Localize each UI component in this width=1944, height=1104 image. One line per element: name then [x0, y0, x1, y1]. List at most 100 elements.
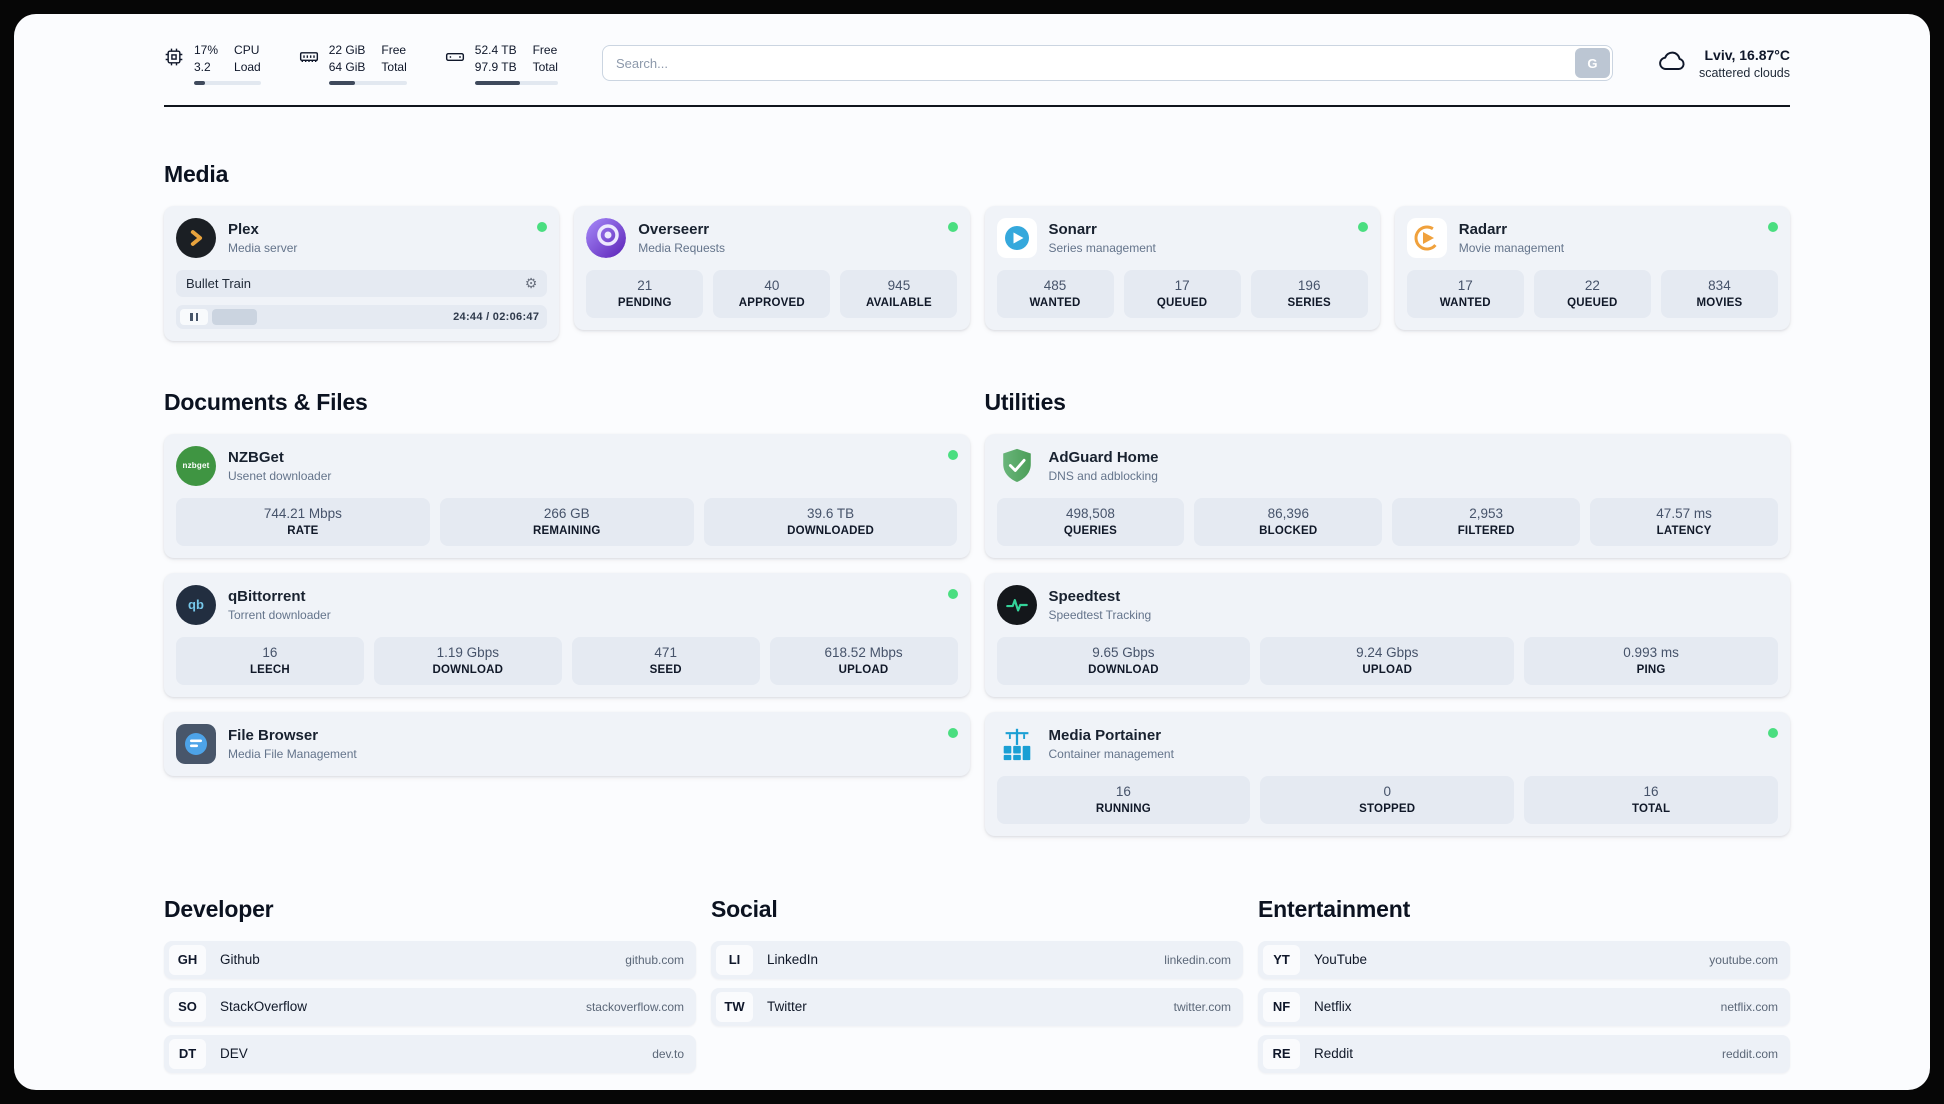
- gear-icon[interactable]: ⚙: [524, 275, 538, 292]
- free-label: Free: [532, 43, 558, 57]
- social-section-title: Social: [711, 895, 778, 922]
- stat-movies: 834 MOVIES: [1660, 269, 1778, 318]
- app-name: Overseerr: [638, 220, 710, 238]
- stat-label: QUEUED: [1156, 296, 1208, 309]
- bookmark-twitter[interactable]: TW Twitter twitter.com: [711, 987, 1243, 1026]
- bookmark-netflix[interactable]: NF Netflix netflix.com: [1258, 987, 1790, 1026]
- app-card-filebrowser[interactable]: File Browser Media File Management: [164, 711, 970, 776]
- bookmark-dev[interactable]: DT DEV dev.to: [164, 1034, 696, 1073]
- stat-label: AVAILABLE: [865, 296, 932, 309]
- bookmark-abbr: DT: [169, 1038, 206, 1069]
- bookmark-name: Reddit: [1314, 1046, 1354, 1062]
- app-card-sonarr[interactable]: Sonarr Series management 485 WANTED 17 Q…: [984, 205, 1380, 330]
- app-name: Speedtest: [1048, 587, 1121, 605]
- portainer-meta: Media Portainer Container management: [1049, 727, 1174, 761]
- nzbget-meta: NZBGet Usenet downloader: [228, 449, 331, 483]
- stat-total: 16 TOTAL: [1524, 775, 1778, 824]
- stat-label: LEECH: [249, 663, 290, 676]
- stat-value: 40: [764, 277, 780, 293]
- stat-value: 47.57 ms: [1656, 505, 1712, 521]
- disk-total-value: 97.9 TB: [474, 59, 517, 74]
- ram-metric-body: 22 GiB 64 GiB Free Total: [328, 42, 407, 85]
- nzbget-stats: 744.21 Mbps RATE 266 GB REMAINING 39.6 T…: [176, 497, 958, 546]
- app-card-overseerr[interactable]: Overseerr Media Requests 21 PENDING 40 A…: [574, 205, 970, 330]
- now-playing-title: Bullet Train: [186, 275, 252, 291]
- stat-label: MOVIES: [1696, 296, 1743, 309]
- app-name: AdGuard Home: [1048, 448, 1159, 466]
- stat-label: SERIES: [1287, 296, 1331, 309]
- free-label: Free: [381, 43, 407, 57]
- bookmark-name: LinkedIn: [767, 952, 819, 968]
- stat-label: UPLOAD: [1362, 663, 1413, 676]
- section-documents: Documents & Files nzbget NZBGet Usenet d…: [164, 389, 970, 776]
- app-card-radarr[interactable]: Radarr Movie management 17 WANTED 22 QUE…: [1394, 205, 1790, 330]
- disk-progress-bar: [474, 80, 558, 85]
- speedtest-meta: Speedtest Speedtest Tracking: [1049, 588, 1152, 622]
- nzbget-icon: nzbget: [176, 445, 216, 486]
- disk-metric-body: 52.4 TB 97.9 TB Free Total: [474, 42, 558, 85]
- qbittorrent-card-header: qb qBittorrent Torrent downloader: [176, 584, 958, 625]
- search-engine-button[interactable]: G: [1574, 48, 1610, 79]
- bookmark-abbr: YT: [1263, 944, 1300, 975]
- stat-value: 0.993 ms: [1623, 644, 1679, 660]
- app-card-portainer[interactable]: Media Portainer Container management 16 …: [984, 711, 1790, 836]
- stat-upload: 618.52 Mbps UPLOAD: [769, 636, 958, 685]
- stat-label: PENDING: [617, 296, 672, 309]
- speedtest-stats: 9.65 Gbps DOWNLOAD 9.24 Gbps UPLOAD 0.99…: [996, 636, 1779, 685]
- weather-location: Lviv, 16.87°C: [1704, 46, 1791, 63]
- app-card-plex[interactable]: Plex Media server Bullet Train ⚙ 24:44 /…: [164, 205, 560, 341]
- stat-value: 945: [887, 277, 911, 293]
- bookmark-reddit[interactable]: RE Reddit reddit.com: [1258, 1034, 1790, 1073]
- app-subtitle: Speedtest Tracking: [1048, 607, 1152, 622]
- cpu-metric: 17% 3.2 CPU Load: [164, 42, 261, 85]
- app-card-adguard[interactable]: AdGuard Home DNS and adblocking 498,508 …: [984, 433, 1790, 558]
- load-label: Load: [234, 59, 261, 74]
- stat-queued: 17 QUEUED: [1123, 269, 1241, 318]
- overseerr-card-header: Overseerr Media Requests: [586, 217, 958, 258]
- bookmark-linkedin[interactable]: LI LinkedIn linkedin.com: [711, 940, 1243, 979]
- adguard-icon: [997, 446, 1037, 486]
- media-grid: Plex Media server Bullet Train ⚙ 24:44 /…: [164, 205, 1790, 341]
- portainer-icon: [997, 724, 1037, 764]
- overseerr-icon: [586, 217, 627, 258]
- bookmark-abbr: RE: [1263, 1038, 1300, 1069]
- stat-label: TOTAL: [1631, 802, 1671, 815]
- app-subtitle: Media server: [228, 240, 298, 255]
- radarr-icon: [1406, 217, 1447, 258]
- app-card-nzbget[interactable]: nzbget NZBGet Usenet downloader 744.21 M…: [164, 433, 970, 558]
- app-card-qbittorrent[interactable]: qb qBittorrent Torrent downloader 16 LEE…: [164, 572, 970, 697]
- cpu-values: 17% 3.2: [194, 42, 218, 76]
- app-name: Plex: [228, 220, 259, 238]
- cpu-progress-bar: [194, 80, 261, 85]
- playback-progress-track[interactable]: [212, 308, 445, 325]
- bookmark-github[interactable]: GH Github github.com: [164, 940, 696, 979]
- app-subtitle: Media File Management: [228, 746, 357, 761]
- pause-button[interactable]: [180, 308, 208, 325]
- search-input[interactable]: [601, 45, 1613, 82]
- documents-cards: nzbget NZBGet Usenet downloader 744.21 M…: [164, 433, 970, 776]
- ram-total-value: 64 GiB: [328, 59, 366, 74]
- stat-label: REMAINING: [532, 524, 601, 537]
- stat-label: UPLOAD: [838, 663, 889, 676]
- stat-download: 1.19 Gbps DOWNLOAD: [373, 636, 562, 685]
- bookmark-domain: github.com: [625, 952, 684, 967]
- plex-card-header: Plex Media server: [176, 217, 548, 258]
- stat-stopped: 0 STOPPED: [1260, 775, 1515, 824]
- stat-latency: 47.57 ms LATENCY: [1590, 497, 1778, 546]
- cpu-progress-fill: [194, 80, 206, 85]
- stat-label: WANTED: [1439, 296, 1491, 309]
- dashboard-content: 17% 3.2 CPU Load: [14, 14, 1930, 1090]
- bookmark-abbr: GH: [169, 944, 206, 975]
- plex-meta: Plex Media server: [228, 221, 297, 255]
- app-card-speedtest[interactable]: Speedtest Speedtest Tracking 9.65 Gbps D…: [984, 572, 1790, 697]
- stat-value: 9.24 Gbps: [1356, 644, 1419, 660]
- bookmark-youtube[interactable]: YT YouTube youtube.com: [1258, 940, 1790, 979]
- bookmark-domain: reddit.com: [1721, 1046, 1778, 1061]
- speedtest-icon: [996, 584, 1037, 625]
- bookmark-domain: twitter.com: [1173, 999, 1231, 1014]
- stat-value: 17: [1457, 277, 1473, 293]
- stat-value: 16: [1115, 783, 1131, 799]
- bookmark-stackoverflow[interactable]: SO StackOverflow stackoverflow.com: [164, 987, 696, 1026]
- dashboard-panel: 17% 3.2 CPU Load: [14, 14, 1930, 1090]
- stat-value: 9.65 Gbps: [1092, 644, 1155, 660]
